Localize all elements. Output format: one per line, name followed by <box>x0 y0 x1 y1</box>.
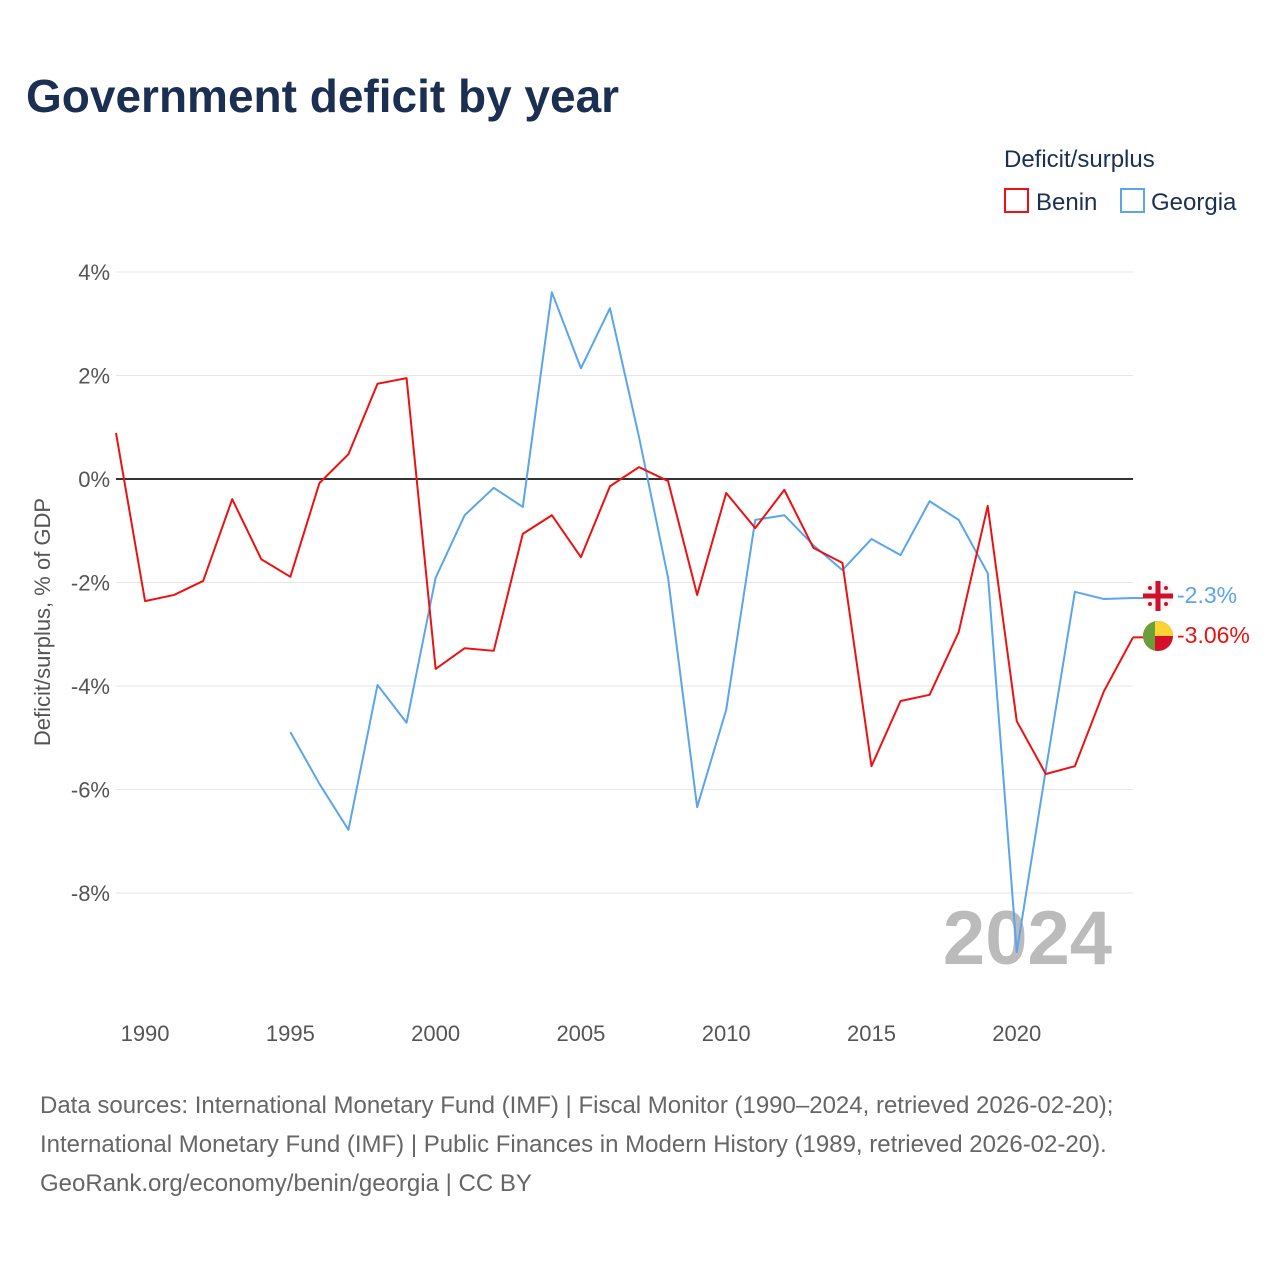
legend-swatch-georgia <box>1120 188 1145 213</box>
y-tick-label: -4% <box>71 674 110 699</box>
x-tick-label: 2020 <box>992 1021 1041 1046</box>
series-line-georgia <box>289 291 1134 953</box>
y-tick-label: -2% <box>71 571 110 596</box>
georgia-flag-icon <box>1143 581 1173 611</box>
end-label-georgia: -2.3% <box>1177 582 1237 608</box>
year-watermark: 2024 <box>943 896 1112 981</box>
legend-title: Deficit/surplus <box>1004 146 1155 173</box>
x-tick-label: 2000 <box>411 1021 460 1046</box>
source-line-3[interactable]: GeoRank.org/economy/benin/georgia | CC B… <box>40 1170 532 1197</box>
x-tick-label: 2015 <box>847 1021 896 1046</box>
y-tick-label: -6% <box>71 778 110 803</box>
x-tick-label: 1995 <box>266 1021 315 1046</box>
y-tick-label: 2% <box>78 364 110 389</box>
legend-label-georgia: Georgia <box>1151 189 1237 216</box>
legend-label-benin: Benin <box>1036 189 1097 216</box>
series-line-benin <box>115 377 1134 775</box>
benin-flag-icon <box>1143 621 1173 651</box>
chart-title: Government deficit by year <box>26 70 619 122</box>
y-tick-label: 0% <box>78 467 110 492</box>
x-tick-label: 1990 <box>121 1021 170 1046</box>
legend-swatch-benin <box>1004 188 1029 213</box>
y-axis-label: Deficit/surplus, % of GDP <box>30 498 55 746</box>
y-tick-label: 4% <box>78 260 110 285</box>
legend-item-georgia[interactable]: Georgia <box>1120 188 1237 216</box>
source-line-2: International Monetary Fund (IMF) | Publ… <box>40 1131 1107 1158</box>
source-line-1: Data sources: International Monetary Fun… <box>40 1092 1113 1119</box>
legend-item-benin[interactable]: Benin <box>1004 188 1097 216</box>
x-tick-label: 2010 <box>702 1021 751 1046</box>
y-tick-label: -8% <box>71 881 110 906</box>
end-label-benin: -3.06% <box>1177 622 1250 648</box>
x-tick-label: 2005 <box>556 1021 605 1046</box>
